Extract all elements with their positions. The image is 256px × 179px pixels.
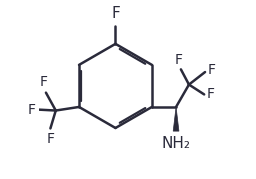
Text: F: F: [39, 75, 47, 90]
Text: NH₂: NH₂: [162, 136, 190, 151]
Text: F: F: [46, 132, 55, 146]
Polygon shape: [173, 107, 179, 131]
Text: F: F: [175, 53, 183, 67]
Text: F: F: [111, 6, 120, 21]
Text: F: F: [208, 63, 216, 77]
Text: F: F: [28, 103, 36, 117]
Text: F: F: [207, 87, 215, 101]
